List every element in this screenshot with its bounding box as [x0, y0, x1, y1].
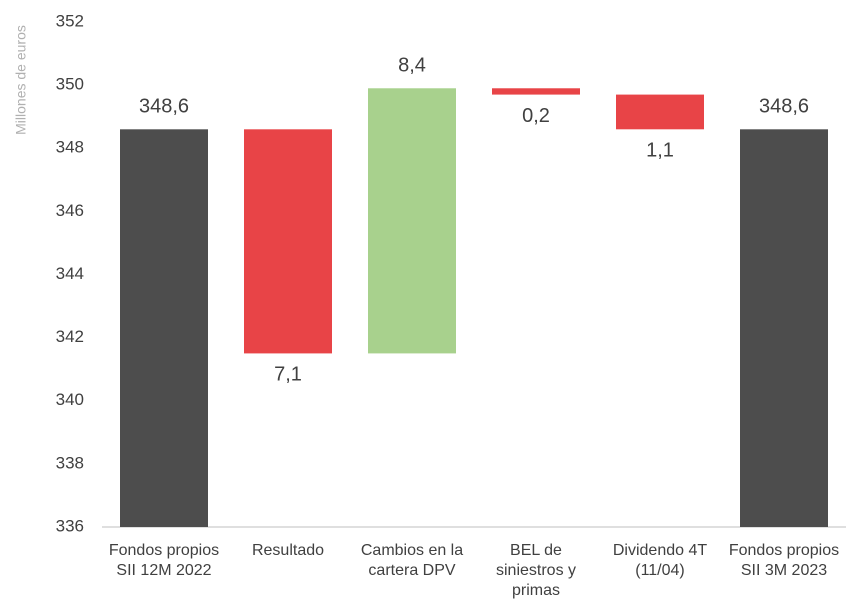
x-tick-label: BEL de siniestros y primas — [495, 542, 577, 599]
bar — [120, 129, 208, 527]
data-label: 1,1 — [646, 140, 674, 162]
y-tick-label: 336 — [56, 516, 84, 535]
x-tick-label: Fondos propios SII 3M 2023 — [728, 542, 840, 579]
x-tick-label: Fondos propios SII 12M 2022 — [108, 542, 220, 579]
bar — [244, 129, 332, 354]
x-tick-label: Resultado — [251, 542, 325, 559]
data-label: 8,4 — [398, 55, 426, 77]
y-tick-label: 340 — [56, 390, 84, 409]
bar — [740, 129, 828, 527]
y-tick-label: 352 — [56, 11, 84, 30]
bar — [616, 94, 704, 130]
data-label: 0,2 — [522, 105, 550, 127]
bar — [368, 88, 456, 354]
data-label: 348,6 — [139, 96, 189, 118]
x-tick-label: Cambios en la cartera DPV — [360, 542, 464, 579]
y-tick-label: 350 — [56, 75, 84, 94]
y-tick-label: 344 — [56, 264, 84, 283]
bar — [492, 88, 580, 95]
y-tick-label: 348 — [56, 138, 84, 157]
y-tick-label: 346 — [56, 201, 84, 220]
y-axis-title: Millones de euros — [13, 25, 29, 135]
data-label: 7,1 — [274, 364, 302, 386]
x-tick-label: Dividendo 4T (11/04) — [612, 542, 708, 579]
data-label: 348,6 — [759, 96, 809, 118]
y-tick-label: 342 — [56, 327, 84, 346]
y-tick-label: 338 — [56, 453, 84, 472]
